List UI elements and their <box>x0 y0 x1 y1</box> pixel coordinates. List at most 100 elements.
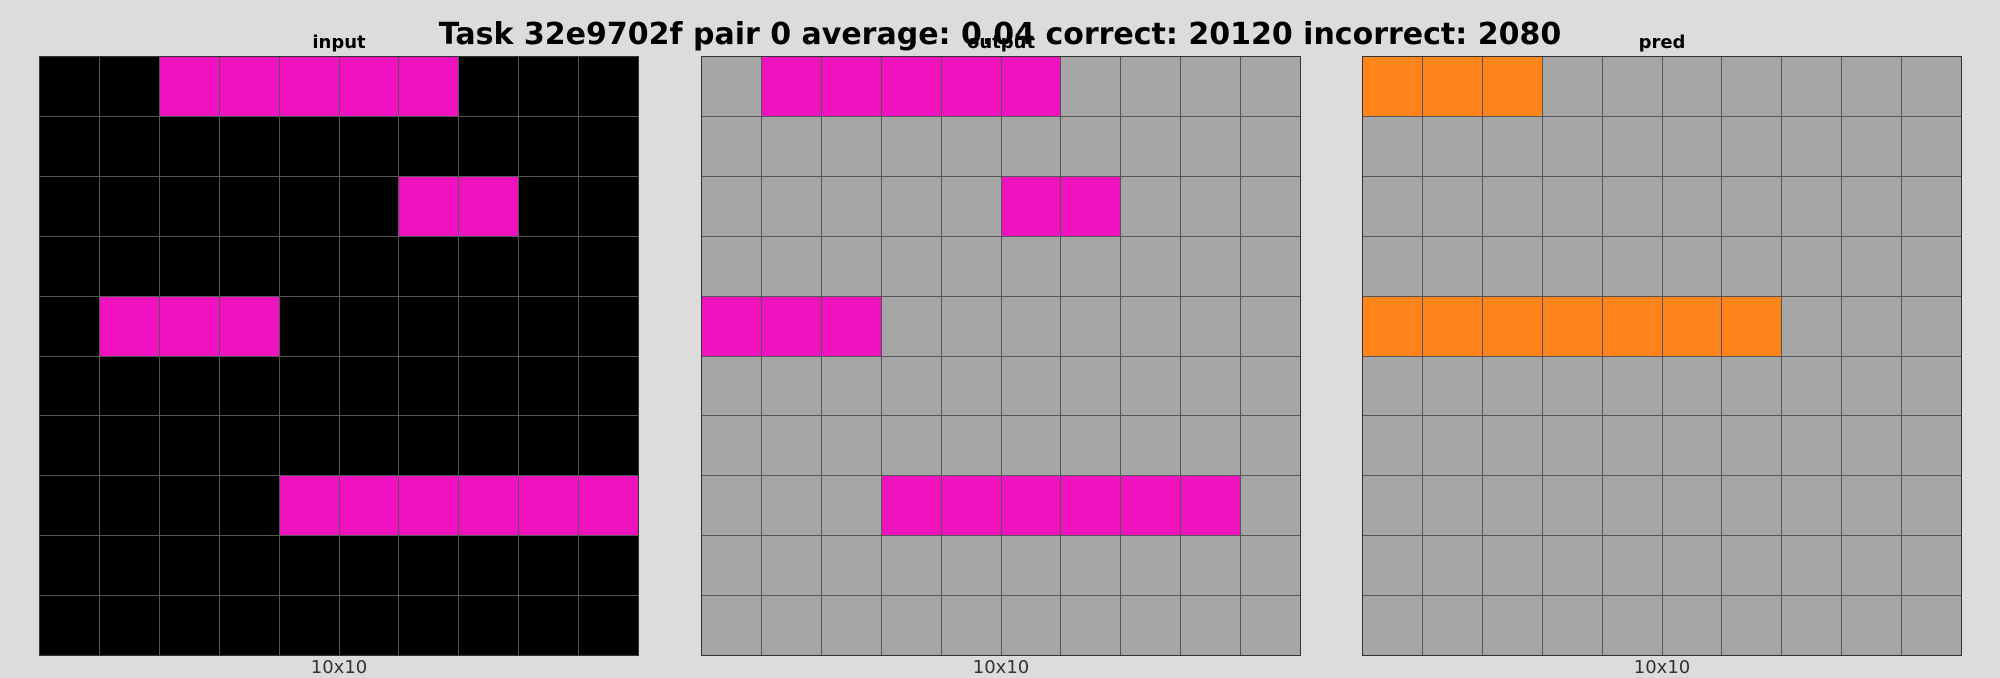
grid-cell <box>279 536 339 596</box>
grid-cell <box>399 116 459 176</box>
grid-cell <box>1902 176 1961 236</box>
grid-cell <box>1542 236 1602 296</box>
grid-cell <box>1241 536 1300 596</box>
grid-cell <box>339 476 399 536</box>
grid-cell <box>219 356 279 416</box>
grid-cell <box>1001 596 1061 655</box>
grid-cell <box>1001 536 1061 596</box>
grid-cell <box>579 296 638 356</box>
grid-cell <box>1181 57 1241 116</box>
grid-cell <box>1422 116 1482 176</box>
grid-cell <box>459 296 519 356</box>
grid-cell <box>1902 236 1961 296</box>
grid-cell <box>1241 596 1300 655</box>
grid-cell <box>881 476 941 536</box>
grid-cell <box>1001 236 1061 296</box>
grid-cell <box>1842 356 1902 416</box>
grid-cell <box>702 356 761 416</box>
grid-output <box>701 56 1301 656</box>
grid-cell <box>1061 296 1121 356</box>
grid-cell <box>1241 356 1300 416</box>
grid-cell <box>1782 356 1842 416</box>
grid-cell <box>1121 416 1181 476</box>
grid-cell <box>821 476 881 536</box>
grid-cell <box>1722 536 1782 596</box>
grid-cell <box>1061 416 1121 476</box>
grid-cell <box>459 236 519 296</box>
grid-cell <box>1422 416 1482 476</box>
grid-dims-pred: 10x10 <box>1633 657 1691 678</box>
grid-cell <box>821 57 881 116</box>
grid-cell <box>761 416 821 476</box>
grid-cell <box>1121 596 1181 655</box>
grid-cell <box>1363 57 1422 116</box>
grid-cell <box>1842 476 1902 536</box>
grid-cell <box>1001 57 1061 116</box>
grid-cell <box>519 596 579 655</box>
grid-cell <box>1782 536 1842 596</box>
grid-cell <box>279 416 339 476</box>
grid-cell <box>1662 536 1722 596</box>
grid-cell <box>1902 116 1961 176</box>
grid-cell <box>1241 176 1300 236</box>
grid-cell <box>1842 57 1902 116</box>
grid-cell <box>579 536 638 596</box>
grid-cell <box>1722 116 1782 176</box>
grid-cell <box>1241 296 1300 356</box>
grid-cell <box>99 236 159 296</box>
grid-cell <box>1782 57 1842 116</box>
grid-cell <box>702 296 761 356</box>
grid-cell <box>459 116 519 176</box>
grid-cell <box>1121 476 1181 536</box>
grid-cell <box>702 536 761 596</box>
grid-dims-input: 10x10 <box>310 657 368 678</box>
grid-cell <box>941 356 1001 416</box>
grid-cell <box>1241 416 1300 476</box>
panel-input: input 10x10 <box>39 32 639 678</box>
grid-cell <box>99 536 159 596</box>
grid-cell <box>279 356 339 416</box>
grid-cell <box>941 57 1001 116</box>
grid-cell <box>761 236 821 296</box>
grid-cell <box>219 296 279 356</box>
grid-cell <box>1662 176 1722 236</box>
grid-cell <box>761 596 821 655</box>
grid-cell <box>821 596 881 655</box>
grid-cell <box>1542 416 1602 476</box>
grid-cell <box>1482 236 1542 296</box>
grid-cell <box>1121 57 1181 116</box>
grid-cell <box>40 116 99 176</box>
grid-cell <box>1363 536 1422 596</box>
grid-cell <box>1061 57 1121 116</box>
grid-cell <box>1902 476 1961 536</box>
grid-cell <box>1602 356 1662 416</box>
grid-cell <box>881 296 941 356</box>
grid-cell <box>1902 57 1961 116</box>
grid-cell <box>1722 416 1782 476</box>
grid-cell <box>1181 296 1241 356</box>
grid-cell <box>941 476 1001 536</box>
grid-cell <box>1662 416 1722 476</box>
grid-cell <box>99 296 159 356</box>
grid-cell <box>459 476 519 536</box>
grid-cell <box>881 416 941 476</box>
grid-cell <box>1422 296 1482 356</box>
grid-cell <box>219 176 279 236</box>
grid-cell <box>761 176 821 236</box>
grid-cell <box>1422 536 1482 596</box>
grid-cell <box>159 116 219 176</box>
grid-cell <box>1542 476 1602 536</box>
grid-input <box>39 56 639 656</box>
grid-cell <box>1061 176 1121 236</box>
grid-cell <box>1842 236 1902 296</box>
grid-cell <box>1363 236 1422 296</box>
grid-cell <box>1542 57 1602 116</box>
grid-cell <box>1542 116 1602 176</box>
grid-cell <box>761 296 821 356</box>
grid-cell <box>159 416 219 476</box>
grid-cell <box>1662 596 1722 655</box>
grid-cell <box>1722 236 1782 296</box>
grid-cell <box>99 57 159 116</box>
grid-cell <box>339 236 399 296</box>
grid-cell <box>40 416 99 476</box>
